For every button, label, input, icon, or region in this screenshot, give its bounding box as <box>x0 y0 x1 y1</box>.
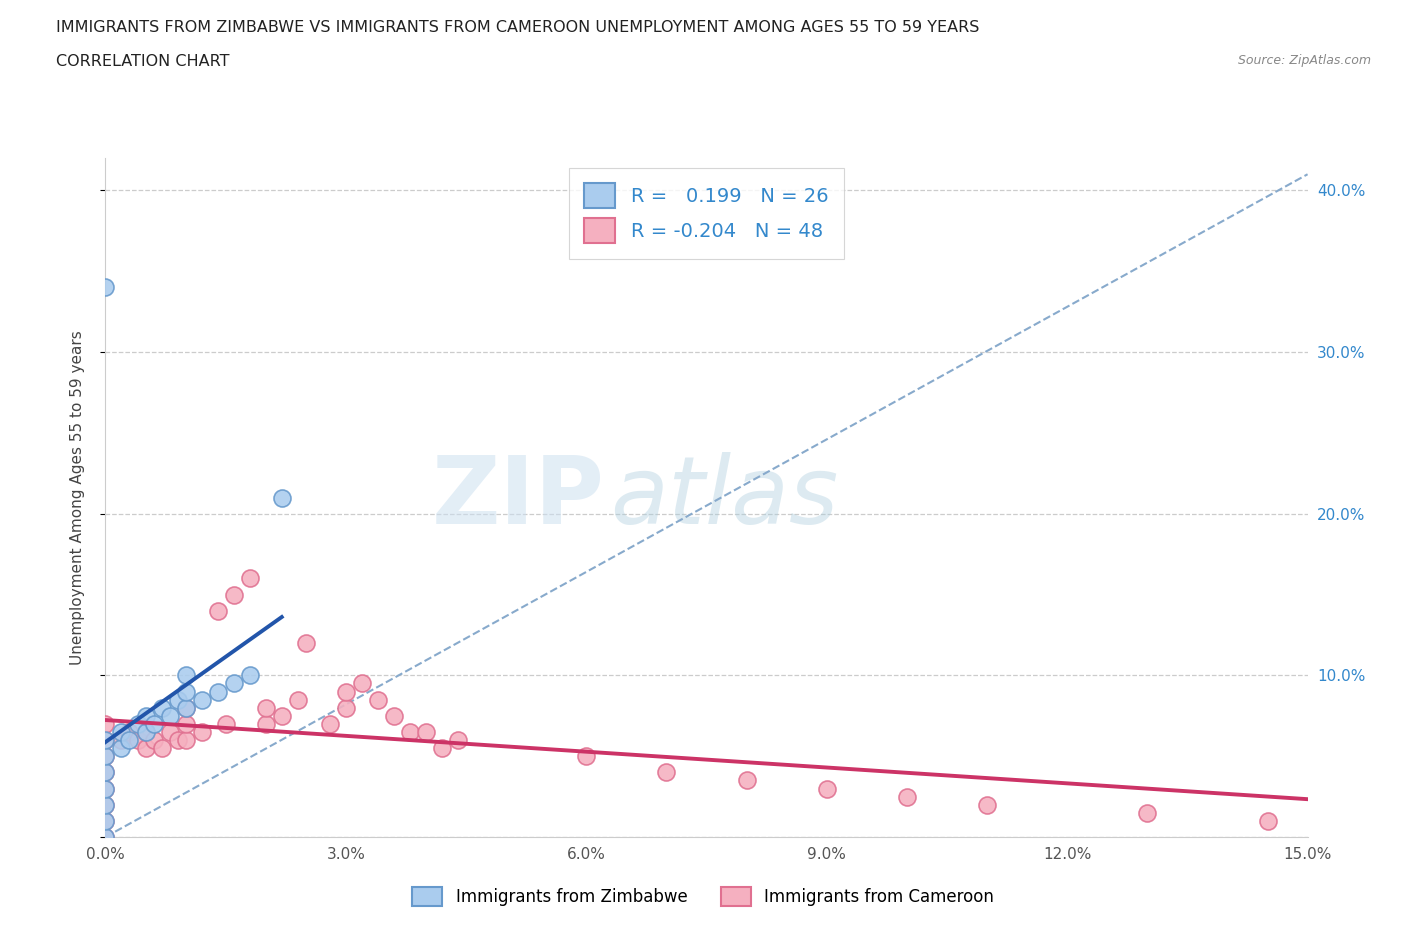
Point <box>430 740 453 755</box>
Point <box>94 280 117 295</box>
Point <box>815 781 838 796</box>
Point <box>382 709 405 724</box>
Point <box>94 797 117 812</box>
Point <box>350 676 373 691</box>
Point <box>174 733 197 748</box>
Point <box>174 684 197 699</box>
Point <box>135 724 157 739</box>
Point <box>94 764 117 779</box>
Point <box>94 814 117 829</box>
Y-axis label: Unemployment Among Ages 55 to 59 years: Unemployment Among Ages 55 to 59 years <box>70 330 84 665</box>
Point <box>159 724 181 739</box>
Point <box>94 814 117 829</box>
Point <box>239 668 262 683</box>
Point <box>94 830 117 844</box>
Point <box>335 684 357 699</box>
Point <box>94 781 117 796</box>
Point <box>295 635 318 650</box>
Point <box>142 716 165 731</box>
Point <box>142 733 165 748</box>
Legend: R =   0.199   N = 26, R = -0.204   N = 48: R = 0.199 N = 26, R = -0.204 N = 48 <box>569 167 844 259</box>
Text: atlas: atlas <box>610 452 838 543</box>
Point <box>896 790 918 804</box>
Point <box>166 733 188 748</box>
Point <box>399 724 422 739</box>
Point <box>150 700 173 715</box>
Point <box>575 749 598 764</box>
Point <box>127 733 149 748</box>
Point <box>110 733 132 748</box>
Point <box>127 716 149 731</box>
Point <box>1257 814 1279 829</box>
Point <box>655 764 678 779</box>
Point <box>94 733 117 748</box>
Point <box>94 781 117 796</box>
Point <box>287 692 309 707</box>
Text: Source: ZipAtlas.com: Source: ZipAtlas.com <box>1237 54 1371 67</box>
Point <box>174 716 197 731</box>
Point <box>367 692 389 707</box>
Point <box>976 797 998 812</box>
Point <box>239 571 262 586</box>
Point <box>222 676 245 691</box>
Point <box>174 700 197 715</box>
Point <box>190 724 212 739</box>
Point <box>190 692 212 707</box>
Point <box>270 709 292 724</box>
Text: ZIP: ZIP <box>432 452 605 543</box>
Point <box>1136 805 1159 820</box>
Point <box>335 700 357 715</box>
Point <box>110 724 132 739</box>
Point <box>254 716 277 731</box>
Point <box>166 692 188 707</box>
Point <box>254 700 277 715</box>
Point <box>174 668 197 683</box>
Point <box>415 724 437 739</box>
Point <box>135 709 157 724</box>
Point <box>207 604 229 618</box>
Point <box>214 716 236 731</box>
Point <box>135 724 157 739</box>
Point <box>94 764 117 779</box>
Point <box>135 740 157 755</box>
Point <box>174 700 197 715</box>
Point <box>735 773 758 788</box>
Point <box>94 733 117 748</box>
Text: CORRELATION CHART: CORRELATION CHART <box>56 54 229 69</box>
Point <box>94 797 117 812</box>
Point <box>207 684 229 699</box>
Point <box>94 830 117 844</box>
Point <box>118 733 141 748</box>
Point <box>319 716 342 731</box>
Point <box>270 490 292 505</box>
Point <box>150 740 173 755</box>
Point <box>94 749 117 764</box>
Point <box>159 709 181 724</box>
Point <box>447 733 470 748</box>
Point <box>222 587 245 602</box>
Legend: Immigrants from Zimbabwe, Immigrants from Cameroon: Immigrants from Zimbabwe, Immigrants fro… <box>404 878 1002 914</box>
Point <box>94 749 117 764</box>
Point <box>94 716 117 731</box>
Point <box>118 724 141 739</box>
Text: IMMIGRANTS FROM ZIMBABWE VS IMMIGRANTS FROM CAMEROON UNEMPLOYMENT AMONG AGES 55 : IMMIGRANTS FROM ZIMBABWE VS IMMIGRANTS F… <box>56 20 980 35</box>
Point <box>110 740 132 755</box>
